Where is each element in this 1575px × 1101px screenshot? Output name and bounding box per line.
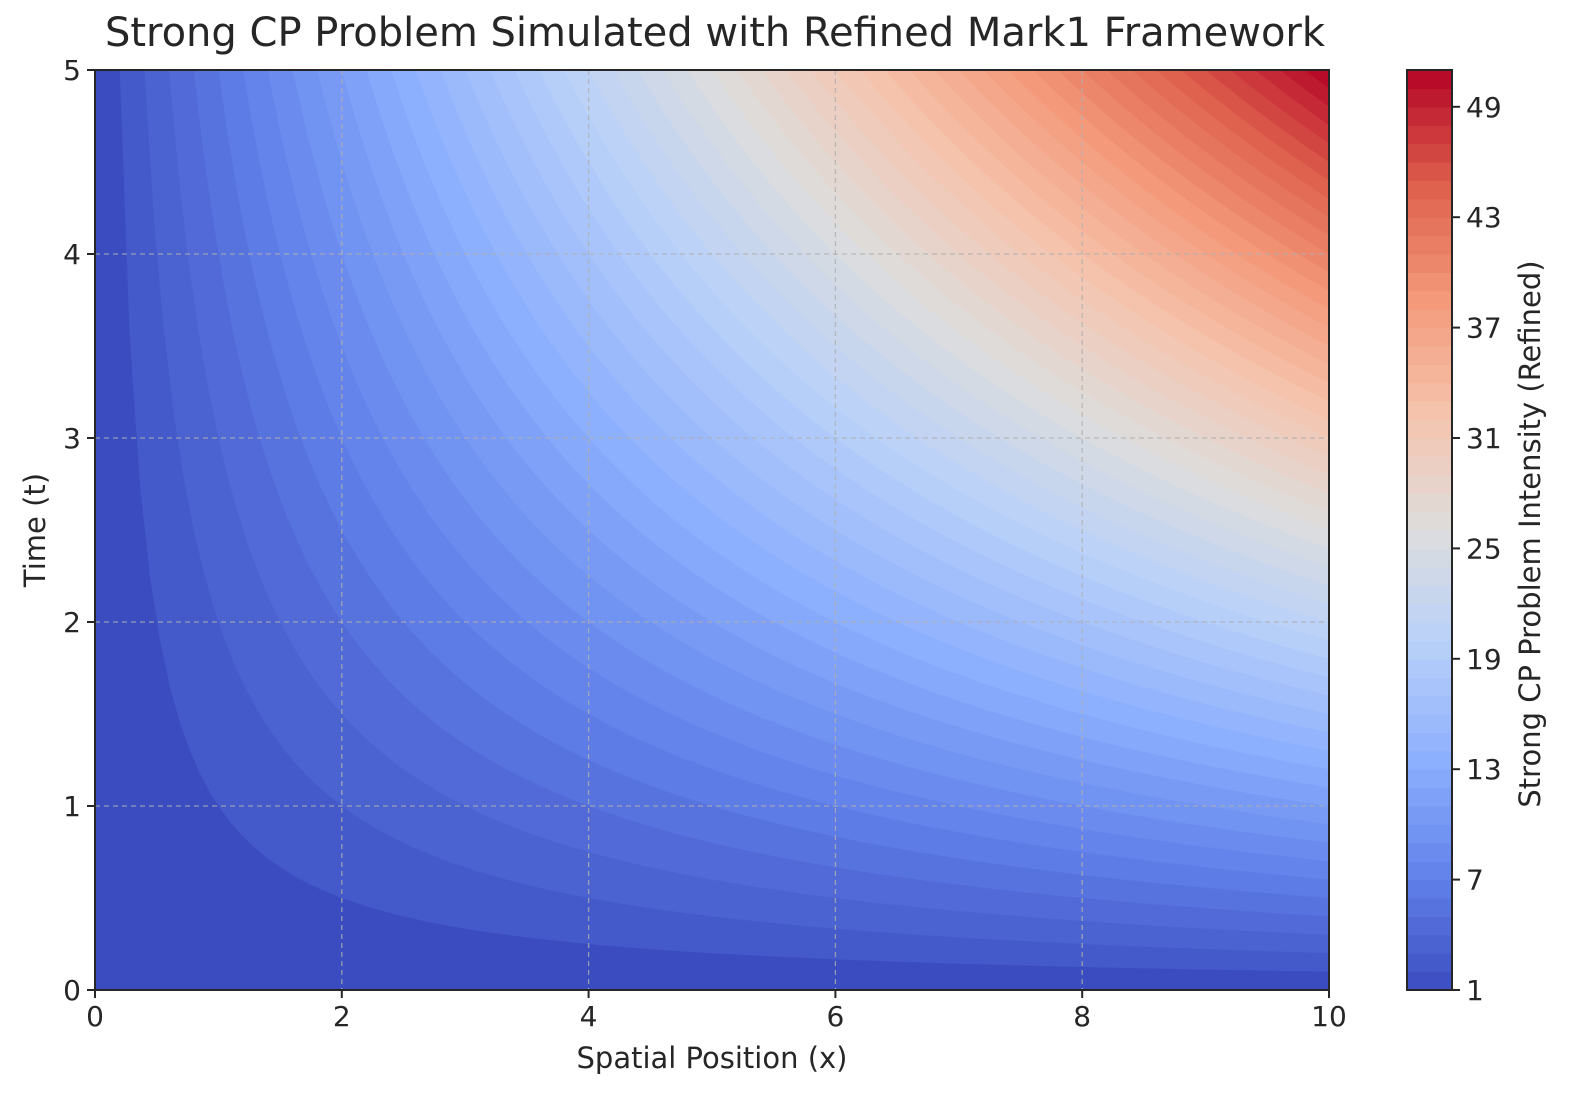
x-axis-ticks: 0 2 4 6 8 10 (86, 990, 1347, 1033)
x-tick-label-5: 10 (1311, 1000, 1347, 1033)
y-tick-label-5: 5 (63, 54, 81, 87)
y-tick-label-1: 1 (63, 790, 81, 823)
colorbar-tick-label-4: 25 (1466, 532, 1502, 565)
colorbar-band-3 (1407, 916, 1452, 936)
x-tick-label-3: 6 (826, 1000, 844, 1033)
colorbar-tick-label-1: 7 (1466, 864, 1484, 897)
colorbar-band-34 (1407, 346, 1452, 365)
colorbar-band-32 (1407, 382, 1452, 402)
chart-title: Strong CP Problem Simulated with Refined… (104, 10, 1326, 56)
colorbar-tick-label-7: 43 (1466, 201, 1502, 234)
heatmap-field (95, 70, 1329, 990)
colorbar-band-23 (1407, 548, 1452, 568)
colorbar-band-44 (1407, 162, 1452, 181)
colorbar-band-17 (1407, 658, 1452, 678)
colorbar-band-28 (1407, 456, 1452, 476)
colorbar-band-43 (1407, 180, 1452, 200)
colorbar-band-11 (1407, 769, 1452, 789)
x-tick-label-4: 8 (1073, 1000, 1091, 1033)
colorbar-band-42 (1407, 198, 1452, 218)
colorbar-band-7 (1407, 842, 1452, 862)
colorbar-ticks: 1 7 13 19 25 31 37 43 49 (1452, 91, 1502, 1007)
colorbar-band-20 (1407, 603, 1452, 623)
colorbar-band-25 (1407, 511, 1452, 531)
colorbar-band-9 (1407, 806, 1452, 825)
colorbar-band-27 (1407, 474, 1452, 494)
colorbar-band-45 (1407, 143, 1452, 163)
contour-level-49 (1304, 70, 1329, 89)
colorbar-band-29 (1407, 438, 1452, 457)
y-tick-label-4: 4 (63, 238, 81, 271)
y-tick-label-0: 0 (63, 974, 81, 1007)
colorbar-band-48 (1407, 88, 1452, 108)
colorbar-band-33 (1407, 364, 1452, 384)
colorbar-band-49 (1407, 70, 1452, 89)
colorbar-band-16 (1407, 677, 1452, 697)
colorbar-band-35 (1407, 327, 1452, 347)
colorbar-frame (1406, 69, 1453, 991)
colorbar-tick-label-3: 19 (1466, 643, 1502, 676)
x-axis-label: Spatial Position (x) (577, 1041, 848, 1075)
colorbar-tick-label-0: 1 (1466, 974, 1484, 1007)
colorbar-band-14 (1407, 714, 1452, 733)
y-axis-ticks: 0 1 2 3 4 5 (63, 54, 95, 1007)
y-tick-label-3: 3 (63, 422, 81, 455)
colorbar-band-21 (1407, 585, 1452, 605)
colorbar-tick-label-6: 37 (1466, 312, 1502, 345)
colorbar-band-0 (1407, 971, 1452, 991)
colorbar-band-30 (1407, 419, 1452, 439)
colorbar-band-2 (1407, 934, 1452, 954)
colorbar-band-36 (1407, 309, 1452, 329)
colorbar-band-1 (1407, 953, 1452, 973)
y-tick-label-2: 2 (63, 606, 81, 639)
y-axis-label: Time (t) (18, 473, 52, 588)
colorbar-band-41 (1407, 217, 1452, 237)
colorbar-band-8 (1407, 824, 1452, 844)
colorbar-tick-label-8: 49 (1466, 91, 1502, 124)
colorbar-band-15 (1407, 695, 1452, 715)
colorbar-band-31 (1407, 401, 1452, 421)
colorbar (1407, 70, 1452, 991)
colorbar-band-18 (1407, 640, 1452, 660)
colorbar-band-5 (1407, 879, 1452, 899)
colorbar-tick-label-5: 31 (1466, 422, 1502, 455)
colorbar-band-10 (1407, 787, 1452, 807)
colorbar-band-13 (1407, 732, 1452, 752)
colorbar-band-26 (1407, 493, 1452, 513)
colorbar-band-39 (1407, 254, 1452, 273)
colorbar-band-47 (1407, 106, 1452, 126)
colorbar-band-40 (1407, 235, 1452, 255)
colorbar-tick-label-2: 13 (1466, 753, 1502, 786)
colorbar-band-4 (1407, 898, 1452, 917)
x-tick-label-1: 2 (333, 1000, 351, 1033)
colorbar-band-46 (1407, 125, 1452, 145)
colorbar-band-37 (1407, 290, 1452, 310)
colorbar-band-12 (1407, 750, 1452, 770)
colorbar-band-19 (1407, 622, 1452, 641)
x-tick-label-2: 4 (580, 1000, 598, 1033)
colorbar-band-22 (1407, 566, 1452, 586)
x-tick-label-0: 0 (86, 1000, 104, 1033)
plot-frame (94, 69, 1330, 991)
colorbar-band-38 (1407, 272, 1452, 292)
colorbar-label: Strong CP Problem Intensity (Refined) (1513, 260, 1547, 807)
colorbar-band-24 (1407, 530, 1452, 549)
colorbar-band-6 (1407, 861, 1452, 881)
